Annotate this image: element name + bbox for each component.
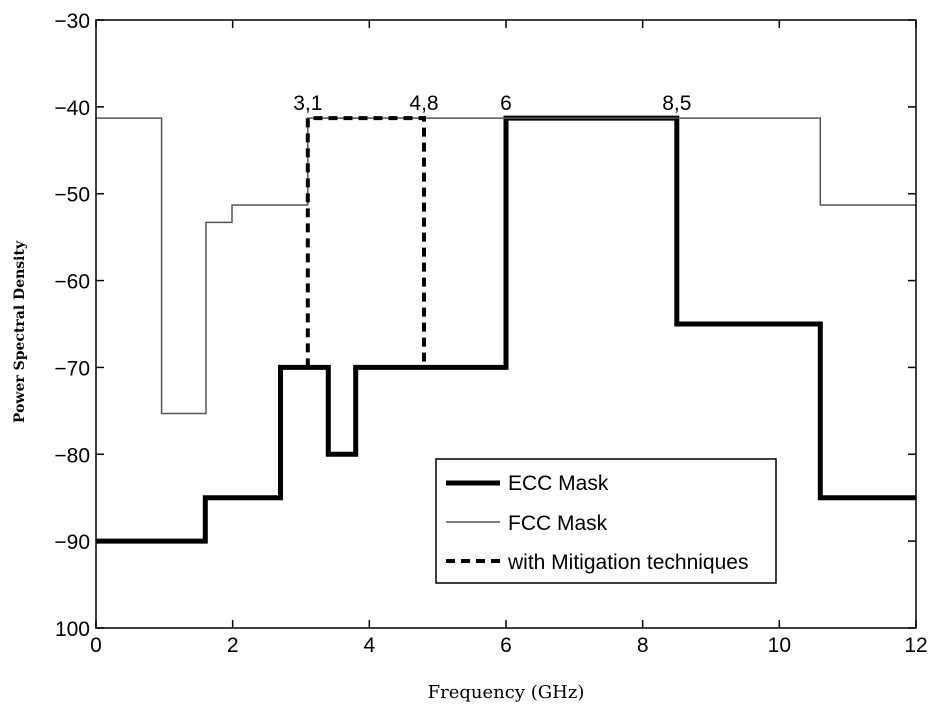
y-axis-ticks: −30 −40 −50 −60 −70 −80 −90 100 — [54, 10, 916, 641]
series-line-2 — [305, 116, 426, 368]
series-line-1 — [96, 117, 916, 415]
x-tick-label: 2 — [227, 634, 239, 657]
y-tick-label: −60 — [54, 271, 90, 294]
legend: ECC Mask FCC Mask with Mitigation techni… — [435, 458, 777, 584]
frequency-annotation: 4,8 — [409, 92, 438, 115]
y-tick-label: 100 — [55, 618, 90, 641]
x-axis-label: Frequency (GHz) — [428, 682, 585, 703]
x-tick-label: 6 — [500, 634, 512, 657]
y-axis-label: Power Spectral Density — [12, 240, 28, 423]
y-tick-label: −50 — [54, 184, 90, 207]
frequency-annotation: 6 — [500, 92, 512, 115]
x-tick-label: 4 — [363, 634, 375, 657]
frequency-annotation: 8,5 — [662, 92, 691, 115]
x-tick-label: 8 — [637, 634, 649, 657]
y-tick-label: −70 — [54, 357, 90, 380]
x-tick-label: 12 — [904, 634, 927, 657]
legend-label-fcc: FCC Mask — [508, 512, 608, 535]
x-tick-label: 10 — [768, 634, 791, 657]
y-tick-label: −90 — [54, 531, 90, 554]
x-axis-ticks: 0 2 4 6 8 10 12 — [90, 20, 928, 657]
x-tick-label: 0 — [90, 634, 102, 657]
plot-series-group — [96, 115, 916, 544]
legend-label-ecc: ECC Mask — [508, 472, 609, 495]
series-line-0 — [96, 115, 916, 544]
frequency-annotation: 3,1 — [293, 92, 322, 115]
y-tick-label: −80 — [54, 444, 90, 467]
annotations-group: 3,1 4,8 6 8,5 — [293, 92, 691, 115]
y-tick-label: −40 — [54, 97, 90, 120]
y-tick-label: −30 — [54, 10, 90, 33]
legend-label-mitigation: with Mitigation techniques — [507, 551, 748, 574]
